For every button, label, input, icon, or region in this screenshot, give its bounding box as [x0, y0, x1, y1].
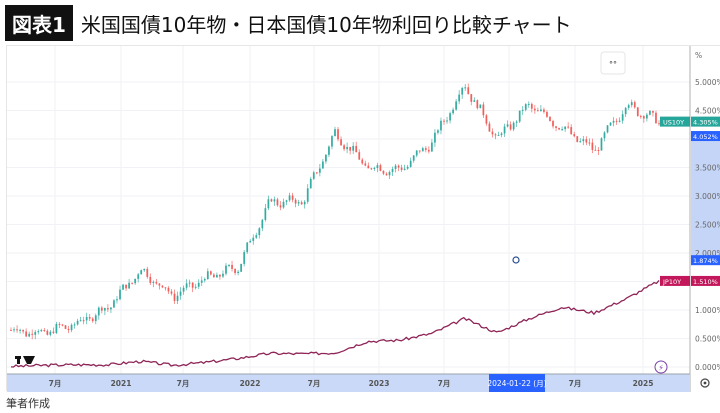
toggle-icon: °° [609, 60, 617, 69]
x-tick-label: 7月 [177, 379, 190, 388]
y-tick-label: 3.000% [695, 192, 720, 201]
svg-text:1.510%: 1.510% [693, 278, 718, 286]
x-tick-label: 2022 [240, 379, 261, 388]
jp10y-price-label: JP10Y 1.510% [660, 275, 720, 286]
crosshair-date-highlight [489, 374, 545, 392]
crosshair-marker-icon [512, 256, 520, 264]
us10y-price-label: US10Y 4.305% [660, 116, 720, 127]
y-axis-unit: % [695, 51, 702, 60]
y-tick-label: 5.000% [695, 78, 720, 87]
x-tick-label: 2021 [111, 379, 132, 388]
chart-canvas[interactable]: 5.000% 4.500% 3.500% 3.000% 2.500% 2.000% 1.00… [7, 46, 720, 392]
settings-gear-icon[interactable] [700, 378, 710, 388]
title-row: 図表1 米国国債10年物・日本国債10年物利回り比較チャート [5, 5, 572, 41]
y-tick-label: 2.000% [695, 249, 720, 258]
y-tick-label: 1.000% [695, 306, 720, 315]
svg-text:4.305%: 4.305% [693, 119, 718, 127]
jp10y-line [10, 279, 660, 368]
x-tick-label: 7月 [438, 379, 451, 388]
svg-text:4.052%: 4.052% [693, 133, 718, 141]
svg-text:JP10Y: JP10Y [662, 278, 681, 286]
y-tick-label: 4.500% [695, 107, 720, 116]
y-tick-label: 3.500% [695, 164, 720, 173]
us10y-candles [10, 83, 660, 340]
cursor-high-label: 4.052% [691, 131, 720, 142]
crosshair-date-label: 2024-01-22 (月) [487, 379, 546, 388]
source-note: 筆者作成 [6, 397, 50, 410]
y-tick-label: 0.500% [695, 335, 720, 344]
y-tick-label: 0.000% [695, 363, 720, 372]
y-tick-label: 2.500% [695, 221, 720, 230]
tradingview-logo [15, 356, 35, 364]
cursor-low-label: 1.874% [691, 255, 720, 266]
figure-badge: 図表1 [5, 5, 73, 41]
x-tick-label: 7月 [569, 379, 582, 388]
legend-toggle-button[interactable]: °° [600, 51, 626, 75]
x-tick-label: 7月 [49, 379, 62, 388]
x-tick-label: 7月 [308, 379, 321, 388]
svg-text:US10Y: US10Y [663, 119, 684, 127]
chart-title: 米国国債10年物・日本国債10年物利回り比較チャート [80, 12, 572, 37]
svg-text:1.874%: 1.874% [693, 257, 718, 265]
svg-text:⚡: ⚡ [658, 364, 664, 373]
x-tick-label: 2025 [633, 379, 654, 388]
chart-frame[interactable]: 5.000% 4.500% 3.500% 3.000% 2.500% 2.000% 1.00… [6, 45, 720, 392]
lightning-icon[interactable]: ⚡ [654, 360, 668, 374]
x-tick-label: 2023 [369, 379, 390, 388]
